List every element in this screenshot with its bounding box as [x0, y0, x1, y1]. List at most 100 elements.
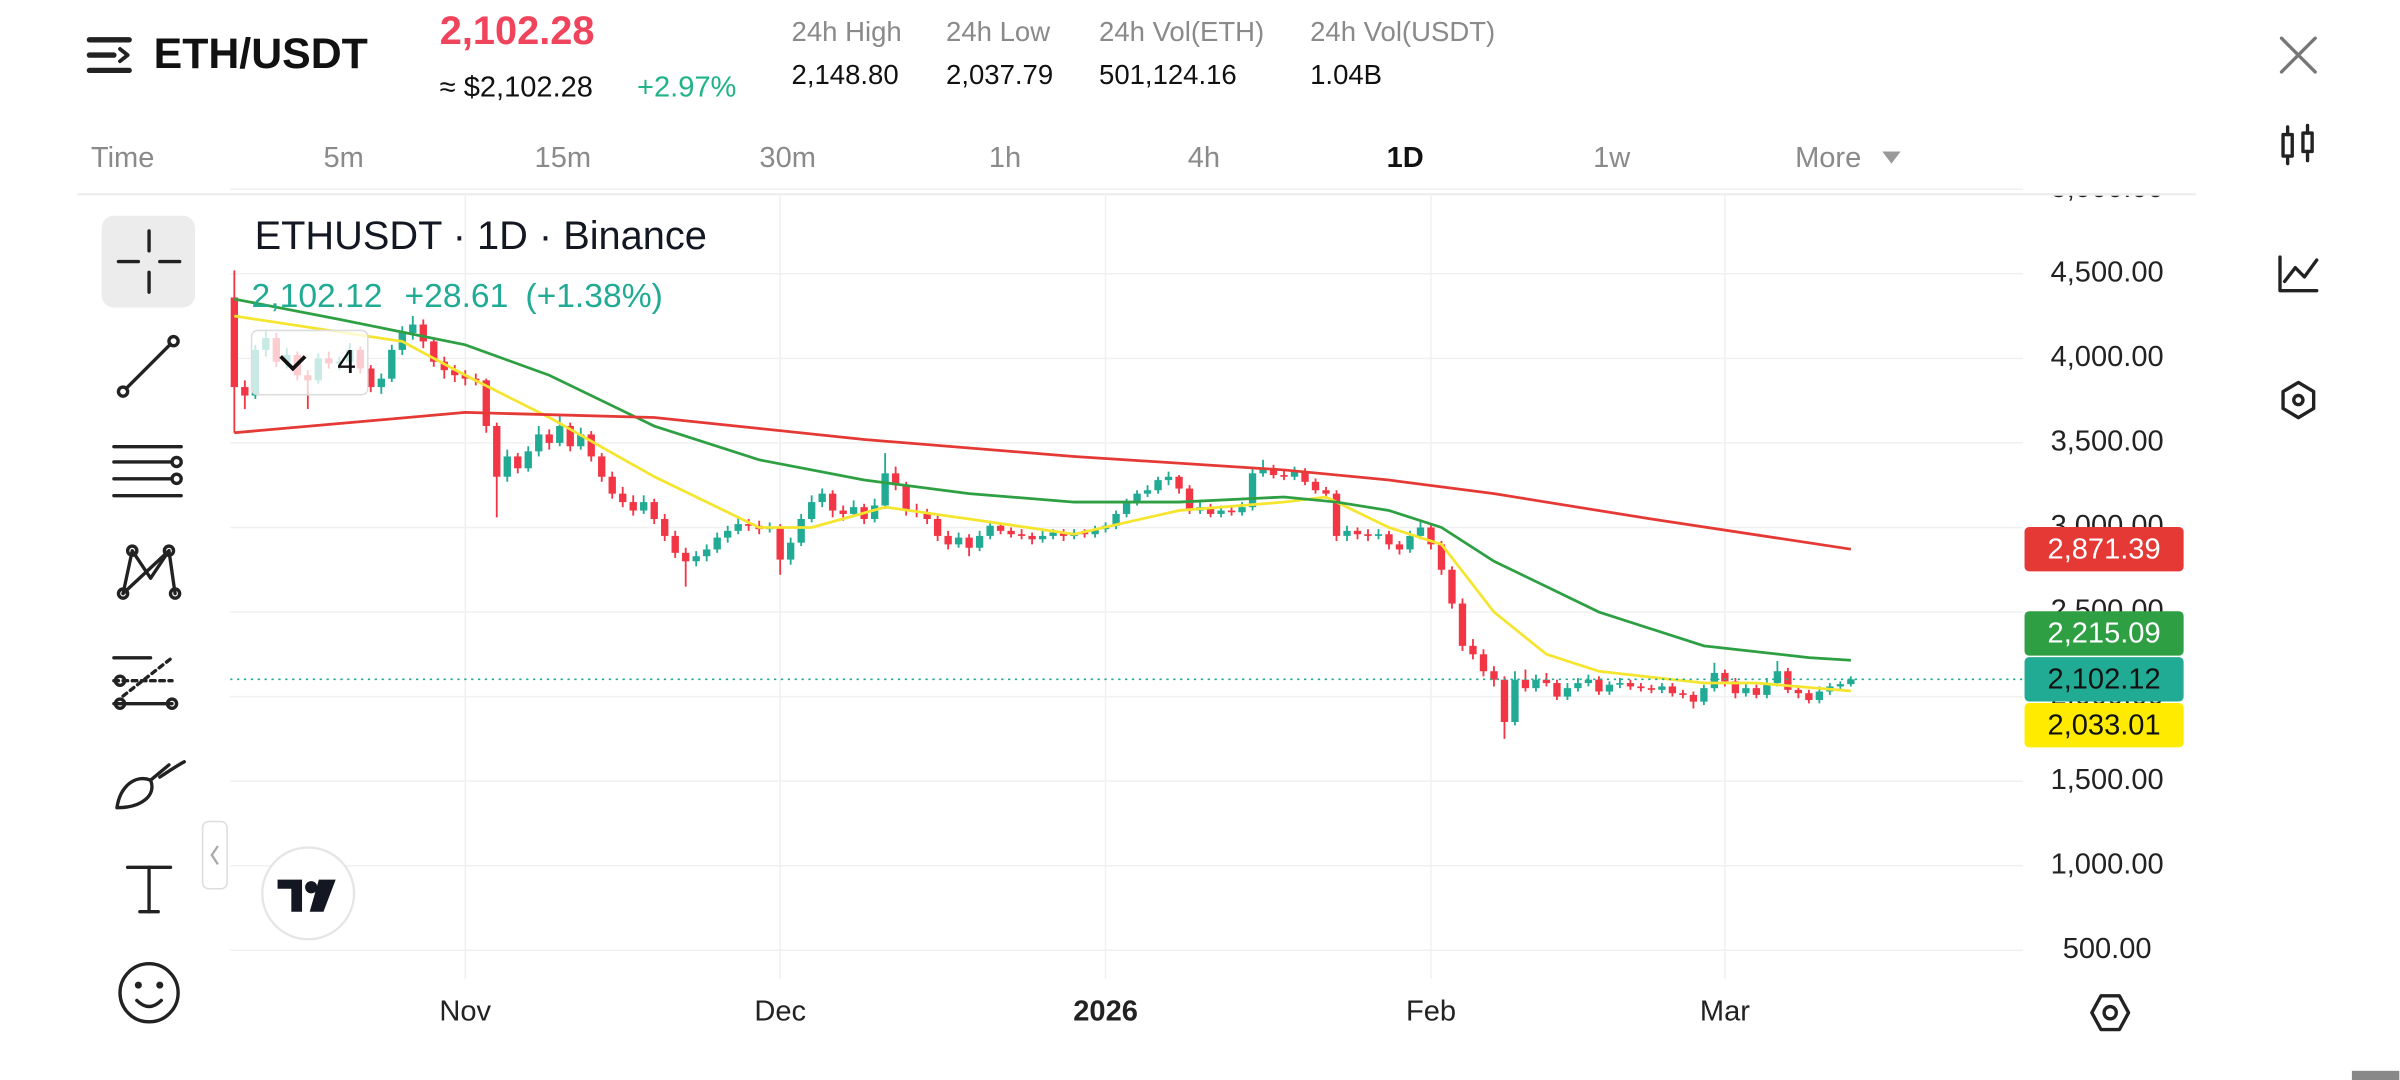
horizontal-lines-tool[interactable] — [112, 445, 183, 498]
candle-body — [797, 519, 805, 543]
candle-body — [587, 434, 595, 457]
candle-body — [965, 537, 973, 548]
candle-body — [839, 510, 847, 514]
candle-body — [1416, 527, 1425, 536]
trend-line-tool[interactable] — [116, 334, 180, 398]
candle-body — [1122, 502, 1131, 514]
timeframe-tab[interactable]: Time — [91, 142, 154, 174]
candle-body — [818, 493, 826, 503]
price-label: 2,871.39 — [2048, 533, 2161, 565]
timeframe-tab[interactable]: More — [1795, 142, 1861, 174]
candle-body — [367, 368, 375, 388]
candle-body — [1080, 532, 1089, 535]
candle-body — [703, 549, 711, 557]
candle-body — [1343, 530, 1351, 536]
chart-title: ETHUSDT · 1D · Binance — [255, 214, 707, 258]
candle-body — [828, 493, 837, 511]
candle-body — [1311, 481, 1320, 491]
tv-logo[interactable] — [261, 846, 356, 941]
candle-body — [1227, 510, 1236, 513]
moving-average-line — [234, 411, 1852, 551]
candle-body — [640, 502, 648, 511]
candle-body — [734, 524, 742, 531]
candle-body — [388, 349, 396, 379]
price-label-bg — [2024, 611, 2184, 656]
candle-body — [1742, 688, 1750, 694]
crosshair-tool-bg[interactable] — [101, 215, 195, 308]
candle-body — [1721, 672, 1729, 682]
candle-body — [870, 505, 879, 520]
candle-body — [1269, 468, 1278, 476]
text-tool[interactable] — [125, 865, 173, 914]
candle-body — [1364, 534, 1372, 536]
fib-tool[interactable] — [112, 656, 179, 710]
candle-body — [881, 473, 889, 506]
candle-body — [1217, 510, 1225, 514]
emoji-tool[interactable] — [118, 962, 180, 1024]
candle-body — [849, 507, 858, 514]
candle-body — [1500, 679, 1509, 722]
candle-body — [1532, 679, 1540, 689]
candle-body — [671, 535, 679, 553]
candle-body — [503, 456, 511, 477]
candle-body — [1185, 488, 1194, 511]
candle-type-icon[interactable] — [2281, 123, 2314, 166]
candle-body — [577, 434, 585, 447]
timeframe-tab[interactable]: 4h — [1188, 142, 1220, 174]
candle-body — [1616, 683, 1624, 685]
timeframe-tab[interactable]: 1w — [1593, 142, 1631, 174]
price-label-bg — [2024, 527, 2184, 572]
crosshair-tool[interactable] — [116, 229, 182, 294]
candle-body — [986, 525, 994, 536]
timeframe-tab[interactable]: 1h — [989, 142, 1021, 174]
timeframe-tab[interactable]: 1D — [1387, 142, 1424, 174]
timeframe-tab[interactable]: 15m — [535, 142, 592, 174]
candle-body — [524, 451, 532, 469]
indicator-count: 4 — [337, 344, 356, 381]
indicator-toggle[interactable] — [250, 329, 369, 396]
candle-body — [1794, 689, 1803, 694]
close-icon[interactable] — [2279, 36, 2317, 74]
candle-body — [1280, 475, 1288, 477]
candle-body — [1143, 490, 1152, 494]
candle-body — [1028, 535, 1036, 540]
collapse-tab[interactable] — [201, 820, 228, 890]
legend-close: 2,102.12 — [252, 278, 383, 315]
pattern-tool[interactable] — [116, 544, 182, 600]
settings-icon[interactable] — [2090, 994, 2131, 1032]
stat-value: 2,148.80 — [792, 59, 899, 90]
y-tick-label: 3,500.00 — [2051, 426, 2164, 458]
layers-icon[interactable] — [2281, 380, 2316, 420]
candle-body — [1332, 493, 1341, 536]
candle-body — [1784, 671, 1792, 690]
candle-body — [1521, 679, 1530, 689]
timeframe-tab[interactable]: 5m — [323, 142, 363, 174]
candle-body — [1437, 544, 1446, 570]
candle-body — [1206, 507, 1215, 514]
menu-icon[interactable] — [86, 37, 132, 74]
brush-tool[interactable] — [115, 760, 186, 810]
candle-body — [1458, 603, 1467, 646]
timeframe-tab[interactable]: 30m — [759, 142, 816, 174]
legend-change-pct: (+1.38%) — [525, 278, 662, 315]
scroll-indicator — [2351, 1070, 2400, 1080]
candle-body — [1112, 513, 1120, 526]
candle-body — [786, 542, 795, 560]
price-label: 2,102.12 — [2048, 664, 2161, 696]
candle-body — [1563, 688, 1572, 697]
price-label: 2,215.09 — [2048, 618, 2161, 650]
indicators-icon[interactable] — [2278, 255, 2319, 293]
candle-body — [556, 425, 564, 443]
symbol: ETH/USDT — [154, 30, 368, 78]
candle-body — [807, 502, 816, 520]
candle-body — [923, 512, 931, 520]
candle-body — [1469, 645, 1477, 655]
x-tick-label: Feb — [1406, 995, 1456, 1027]
candle-body — [661, 519, 669, 536]
usd-price: ≈ $2,102.28 — [440, 71, 593, 103]
y-tick-label: 4,500.00 — [2051, 256, 2164, 288]
candle-body — [1637, 686, 1645, 689]
candle-body — [1752, 688, 1761, 695]
price-label-bg — [2024, 657, 2184, 702]
